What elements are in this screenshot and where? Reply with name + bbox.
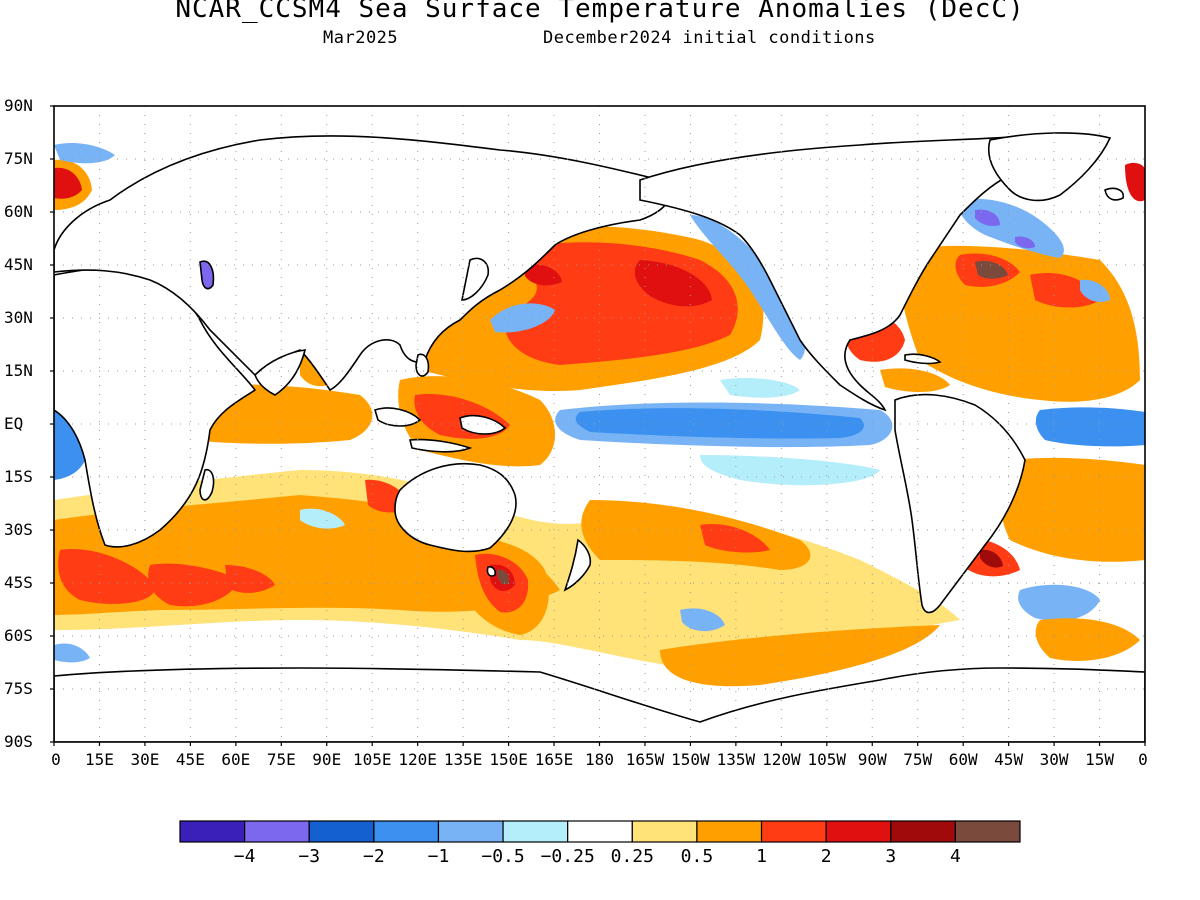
colorbar-label: 4 (949, 846, 961, 867)
colorbar-swatch (696, 820, 763, 843)
lon-label: 105W (807, 750, 847, 769)
colorbar-swatch (308, 820, 375, 843)
lon-label: 150W (671, 750, 710, 769)
lon-label: 30W (1039, 750, 1069, 769)
colorbar-swatch (890, 820, 956, 843)
colorbar-label: 1 (756, 846, 767, 867)
colorbar-swatch (631, 820, 698, 843)
lon-label: 0 (51, 750, 61, 769)
lat-label: EQ (4, 414, 24, 433)
lon-label: 120E (398, 750, 437, 769)
lat-label: 30N (4, 308, 33, 327)
lon-label: 45W (994, 750, 1024, 769)
lon-label: 45E (175, 750, 205, 769)
lon-label: 105E (352, 750, 392, 769)
colorbar-label: 0.5 (680, 846, 714, 867)
colorbar-label: −0.5 (481, 846, 525, 867)
land-masses (54, 132, 1145, 742)
lon-label: 60W (948, 750, 978, 769)
colorbar-label: −3 (298, 846, 321, 867)
colorbar-label: −2 (363, 846, 385, 867)
lat-label: 90S (4, 732, 33, 751)
lon-label: 120W (762, 750, 801, 769)
chart-title: NCAR_CCSM4 Sea Surface Temperature Anoma… (175, 0, 1025, 24)
colorbar-swatch (437, 820, 504, 843)
lon-label: 90E (312, 750, 342, 769)
colorbar-label: −0.25 (540, 846, 595, 867)
lat-label: 75N (4, 149, 33, 168)
colorbar-swatch (825, 820, 892, 843)
colorbar-swatch (954, 820, 1021, 843)
initial-conditions: December2024 initial conditions (543, 28, 876, 48)
lat-label: 60N (4, 202, 33, 221)
lon-label: 150E (489, 750, 528, 769)
colorbar-swatch (567, 820, 633, 843)
lon-label: 75W (903, 750, 933, 769)
colorbar-label: 2 (820, 846, 832, 867)
colorbar-swatch (244, 820, 310, 843)
lat-label: 45S (4, 573, 33, 592)
colorbar-swatch (373, 820, 440, 843)
colorbar-label: 0.25 (610, 846, 654, 867)
lon-label: 60E (221, 750, 251, 769)
lon-label: 0 (1138, 750, 1148, 769)
lat-label: 30S (4, 520, 33, 539)
lat-label: 75S (4, 679, 33, 698)
lat-label: 60S (4, 626, 33, 645)
lat-label: 15N (4, 361, 33, 380)
colorbar-label: 3 (885, 846, 897, 867)
colorbar-swatch (760, 820, 827, 843)
lon-label: 15W (1085, 750, 1114, 769)
lon-label: 75E (266, 750, 296, 769)
lat-label: 90N (4, 96, 33, 115)
lon-label: 165W (625, 750, 665, 769)
lat-label: 15S (4, 467, 33, 486)
colorbar-label: −1 (427, 846, 450, 867)
lon-label: 90W (857, 750, 887, 769)
lon-label: 135W (716, 750, 756, 769)
lon-label: 135E (443, 750, 483, 769)
forecast-month: Mar2025 (323, 28, 399, 48)
lon-label: 165E (534, 750, 574, 769)
lon-label: 180 (585, 750, 614, 769)
graticule (54, 106, 1145, 742)
lon-label: 30E (130, 750, 160, 769)
colorbar-label: −4 (233, 846, 256, 867)
colorbar (179, 820, 1021, 843)
colorbar-swatch (179, 820, 246, 843)
lat-label: 45N (4, 255, 33, 274)
colorbar-swatch (502, 820, 569, 843)
lon-label: 15E (85, 750, 114, 769)
